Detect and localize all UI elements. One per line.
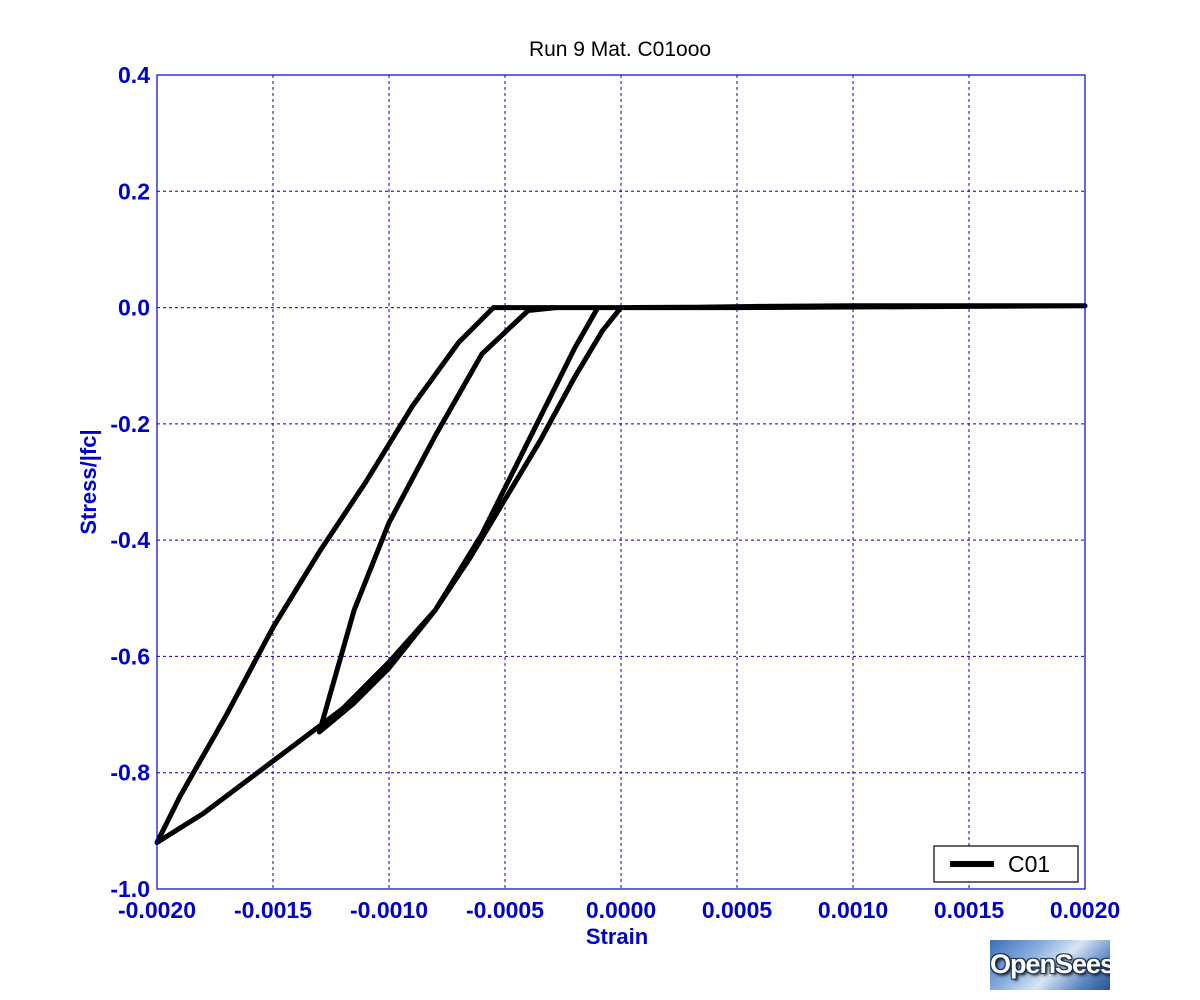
y-tick-label: -0.4 [110,527,150,553]
x-axis-label: Strain [586,924,648,949]
y-tick-label: -0.6 [110,643,150,669]
chart-title: Run 9 Mat. C01ooo [529,38,711,61]
x-tick-label: -0.0020 [118,897,196,923]
plot-frame [156,74,1086,890]
x-tick-label: -0.0005 [466,897,544,923]
series-lines [154,303,1088,845]
x-tick-label: 0.0000 [586,897,656,923]
y-tick-label: -0.2 [110,411,150,437]
y-tick-label: -0.8 [110,760,150,786]
legend: C01 [933,845,1079,883]
y-tick-labels: 0.4 0.2 0.0 -0.2 -0.4 -0.6 -0.8 -1.0 [110,62,150,902]
y-tick-label: 0.0 [118,295,150,321]
opensees-logo: OpenSees [990,940,1110,990]
x-tick-label: 0.0010 [818,897,888,923]
x-tick-label: 0.0005 [702,897,773,923]
x-tick-label: -0.0010 [350,897,428,923]
x-tick-label: 0.0015 [934,897,1005,923]
y-tick-label: 0.2 [118,178,150,204]
y-tick-label: 0.4 [118,62,150,88]
x-tick-label: 0.0020 [1050,897,1120,923]
y-axis-label: Stress/|fc| [76,429,101,534]
y-tick-label: -1.0 [110,876,150,902]
opensees-logo-text: OpenSees [990,949,1110,979]
x-tick-labels: -0.0020 -0.0015 -0.0010 -0.0005 0.0000 0.0005… [118,897,1120,923]
series-line-c01 [154,303,1088,845]
x-tick-label: -0.0015 [234,897,312,923]
legend-entry-c01: C01 [1008,851,1050,877]
grid-lines [157,75,1085,889]
